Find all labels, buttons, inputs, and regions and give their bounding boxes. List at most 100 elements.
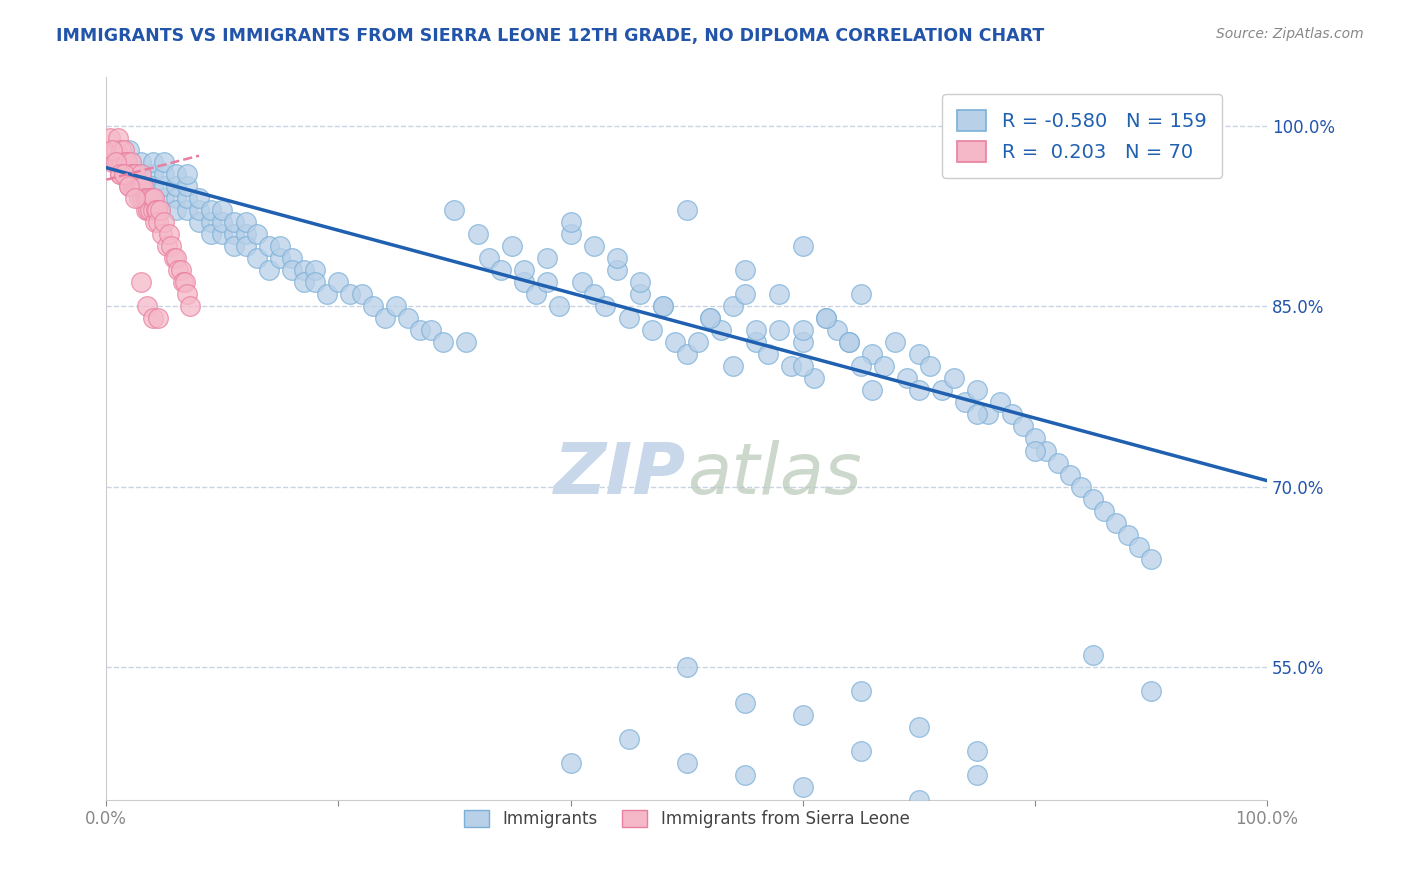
Point xyxy=(814,311,837,326)
Point xyxy=(115,167,138,181)
Point xyxy=(129,167,152,181)
Point xyxy=(149,202,172,217)
Point xyxy=(108,167,131,181)
Point xyxy=(132,178,155,193)
Point xyxy=(756,347,779,361)
Point xyxy=(675,347,697,361)
Point xyxy=(792,335,814,350)
Point xyxy=(1024,432,1046,446)
Point xyxy=(115,167,138,181)
Point xyxy=(118,167,141,181)
Point xyxy=(124,191,146,205)
Point xyxy=(104,154,127,169)
Point xyxy=(860,384,883,398)
Point xyxy=(966,408,988,422)
Point xyxy=(246,251,269,265)
Point xyxy=(142,311,165,326)
Point xyxy=(315,287,337,301)
Point xyxy=(513,275,536,289)
Point xyxy=(420,323,443,337)
Point xyxy=(176,287,198,301)
Point xyxy=(721,359,744,374)
Point xyxy=(110,143,132,157)
Point xyxy=(1024,443,1046,458)
Point xyxy=(101,143,124,157)
Point xyxy=(155,239,177,253)
Point xyxy=(977,408,1000,422)
Point xyxy=(920,359,942,374)
Point xyxy=(122,178,145,193)
Point xyxy=(1081,648,1104,662)
Point xyxy=(966,768,988,782)
Point xyxy=(162,251,184,265)
Point xyxy=(125,178,148,193)
Point xyxy=(792,239,814,253)
Point xyxy=(211,227,233,241)
Point xyxy=(107,154,129,169)
Point xyxy=(734,768,756,782)
Point xyxy=(1070,480,1092,494)
Point xyxy=(792,323,814,337)
Point xyxy=(745,323,768,337)
Point xyxy=(176,167,198,181)
Point xyxy=(129,275,152,289)
Point xyxy=(176,202,198,217)
Point xyxy=(222,239,245,253)
Point xyxy=(115,154,138,169)
Point xyxy=(127,178,149,193)
Point xyxy=(269,251,291,265)
Point xyxy=(235,239,257,253)
Point xyxy=(108,154,131,169)
Point xyxy=(165,202,187,217)
Point xyxy=(988,395,1011,409)
Point xyxy=(292,263,315,277)
Point xyxy=(143,215,166,229)
Point xyxy=(1046,456,1069,470)
Point xyxy=(907,720,929,734)
Point xyxy=(641,323,664,337)
Point xyxy=(699,311,721,326)
Point xyxy=(385,299,408,313)
Point xyxy=(560,215,582,229)
Point xyxy=(907,347,929,361)
Text: IMMIGRANTS VS IMMIGRANTS FROM SIERRA LEONE 12TH GRADE, NO DIPLOMA CORRELATION CH: IMMIGRANTS VS IMMIGRANTS FROM SIERRA LEO… xyxy=(56,27,1045,45)
Point xyxy=(942,371,965,385)
Point xyxy=(501,239,523,253)
Point xyxy=(128,191,150,205)
Point xyxy=(160,239,183,253)
Point xyxy=(617,732,640,747)
Point xyxy=(675,202,697,217)
Point xyxy=(122,167,145,181)
Point xyxy=(153,215,176,229)
Point xyxy=(142,154,165,169)
Point xyxy=(101,154,124,169)
Point xyxy=(200,227,222,241)
Point xyxy=(269,239,291,253)
Point xyxy=(103,143,125,157)
Point xyxy=(827,323,849,337)
Point xyxy=(176,191,198,205)
Point xyxy=(595,299,617,313)
Point xyxy=(408,323,430,337)
Point xyxy=(129,178,152,193)
Point xyxy=(135,202,157,217)
Point xyxy=(675,660,697,674)
Point xyxy=(536,251,558,265)
Point xyxy=(131,191,153,205)
Point xyxy=(112,167,135,181)
Point xyxy=(536,275,558,289)
Point xyxy=(768,323,790,337)
Point xyxy=(860,347,883,361)
Point xyxy=(664,335,686,350)
Point xyxy=(107,154,129,169)
Point xyxy=(114,154,136,169)
Point xyxy=(907,792,929,806)
Point xyxy=(304,263,326,277)
Point xyxy=(884,335,907,350)
Point xyxy=(138,191,160,205)
Point xyxy=(652,299,675,313)
Point xyxy=(112,143,135,157)
Point xyxy=(721,299,744,313)
Point xyxy=(734,287,756,301)
Point xyxy=(454,335,477,350)
